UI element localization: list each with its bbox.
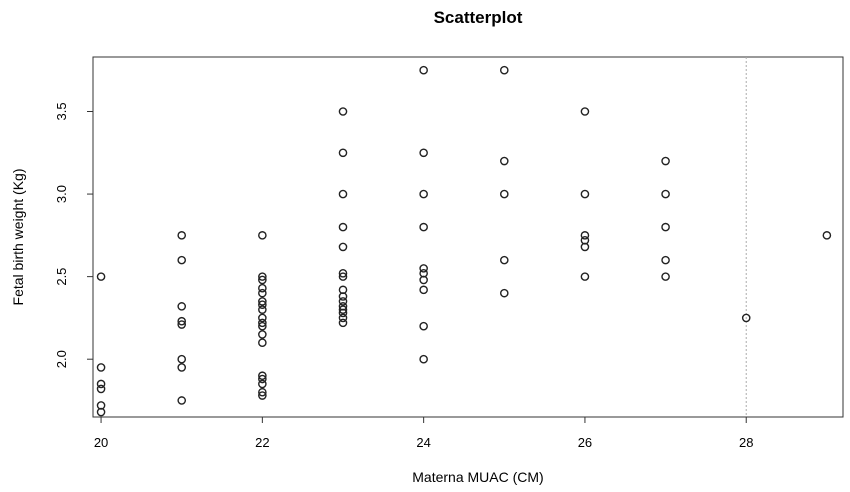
data-point — [338, 318, 348, 328]
data-point — [338, 148, 348, 158]
plot-frame — [92, 56, 844, 418]
data-point — [177, 363, 187, 372]
data-point — [661, 222, 670, 232]
data-point — [258, 318, 267, 328]
data-point — [338, 308, 348, 318]
data-point — [338, 297, 348, 306]
data-point — [419, 264, 428, 273]
data-point — [96, 272, 106, 281]
data-point — [96, 384, 106, 394]
x-tick-label: 24 — [416, 435, 430, 450]
data-point — [580, 189, 590, 199]
x-tick-label: 20 — [94, 435, 108, 450]
data-point — [177, 231, 187, 240]
y-tick-label: 2.0 — [54, 350, 69, 368]
data-point — [580, 107, 590, 116]
data-point — [661, 255, 670, 265]
data-point — [258, 288, 267, 298]
data-point — [338, 272, 348, 281]
data-point — [258, 321, 267, 331]
data-point — [499, 189, 509, 199]
data-point — [177, 316, 187, 326]
data-point — [419, 148, 428, 158]
data-point — [258, 387, 267, 397]
data-point — [419, 222, 428, 232]
data-point — [499, 65, 509, 75]
data-point — [258, 305, 267, 314]
data-point — [419, 189, 428, 199]
data-point — [338, 313, 348, 323]
data-point — [580, 242, 590, 252]
data-point — [96, 407, 106, 417]
data-point — [741, 313, 751, 323]
x-tick-label: 22 — [255, 435, 269, 450]
y-tick-label: 2.5 — [54, 268, 69, 286]
data-point — [499, 255, 509, 265]
y-tick-label: 3.5 — [54, 102, 69, 120]
y-axis-label: Fetal birth weight (Kg) — [10, 169, 26, 306]
data-point — [258, 330, 267, 339]
data-point — [499, 156, 509, 166]
data-point — [580, 272, 590, 281]
data-point — [661, 272, 670, 281]
data-point — [258, 272, 267, 281]
data-point — [338, 222, 348, 232]
data-point — [177, 255, 187, 265]
data-point — [258, 379, 267, 389]
data-points — [96, 65, 832, 417]
data-point — [499, 288, 509, 298]
data-point — [258, 374, 267, 384]
data-point — [258, 338, 267, 347]
data-point — [419, 285, 428, 295]
x-axis-label: Materna MUAC (CM) — [412, 469, 543, 485]
y-axis: 2.0 2.5 3.0 3.5 — [54, 102, 93, 368]
data-point — [338, 242, 348, 252]
chart-title: Scatterplot — [434, 8, 523, 27]
data-point — [419, 65, 428, 75]
data-point — [419, 321, 428, 331]
x-axis: 20 22 24 26 28 — [94, 417, 753, 450]
data-point — [661, 189, 670, 199]
data-point — [96, 363, 106, 372]
data-point — [258, 283, 267, 293]
data-point — [258, 391, 267, 400]
x-tick-label: 28 — [739, 435, 753, 450]
data-point — [96, 379, 106, 389]
data-point — [177, 320, 187, 329]
data-point — [258, 313, 267, 323]
data-point — [419, 275, 428, 285]
data-point — [258, 275, 267, 285]
data-point — [580, 231, 590, 240]
data-point — [822, 231, 832, 240]
x-tick-label: 26 — [578, 435, 592, 450]
data-point — [177, 302, 187, 311]
data-point — [419, 354, 428, 364]
data-point — [338, 305, 348, 314]
data-point — [177, 354, 187, 364]
data-point — [661, 156, 670, 166]
data-point — [177, 396, 187, 405]
y-tick-label: 3.0 — [54, 185, 69, 203]
data-point — [258, 231, 267, 240]
data-point — [338, 269, 348, 278]
data-point — [258, 297, 267, 306]
data-point — [258, 371, 267, 381]
data-point — [338, 107, 348, 116]
data-point — [258, 300, 267, 310]
data-point — [338, 292, 348, 301]
data-point — [338, 189, 348, 199]
